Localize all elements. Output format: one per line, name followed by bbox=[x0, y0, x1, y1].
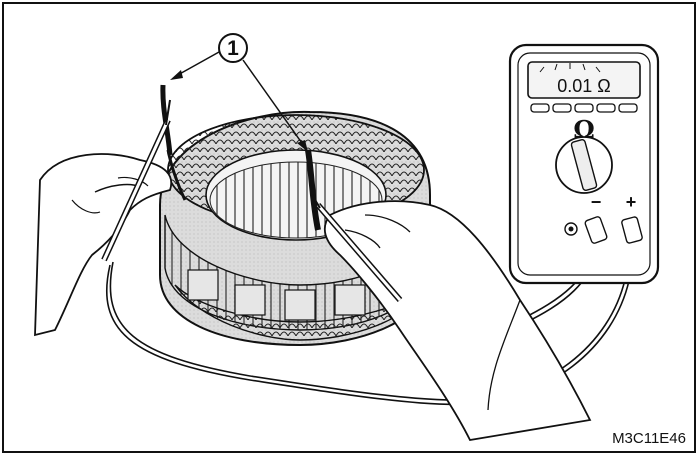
plug-negative bbox=[584, 216, 608, 244]
figure-code: M3C11E46 bbox=[612, 430, 686, 447]
meter-button-3[interactable] bbox=[574, 103, 594, 113]
terminal-negative-label: − bbox=[591, 192, 602, 212]
hand-illustration-left bbox=[34, 153, 173, 337]
hand-illustration-right bbox=[323, 200, 592, 441]
callout-1: 1 bbox=[170, 33, 308, 152]
stator-lead-center bbox=[305, 149, 321, 231]
test-probe-right bbox=[311, 194, 403, 302]
callout-number: 1 bbox=[227, 37, 239, 60]
meter-button-1[interactable] bbox=[530, 103, 550, 113]
plug-positive bbox=[621, 216, 643, 244]
callout-arrowhead-left bbox=[170, 70, 183, 80]
callout-arrowhead-right bbox=[297, 140, 308, 152]
dial-pointer bbox=[570, 139, 598, 191]
lead-red-wire bbox=[105, 227, 634, 406]
multimeter-display bbox=[527, 61, 641, 99]
multimeter-icon: 0.01 Ω Ω − + bbox=[508, 43, 660, 285]
meter-button-4[interactable] bbox=[596, 103, 616, 113]
meter-button-5[interactable] bbox=[618, 103, 638, 113]
meter-button-2[interactable] bbox=[552, 103, 572, 113]
test-probe-left bbox=[101, 99, 171, 262]
display-reading: 0.01 Ω bbox=[557, 76, 611, 96]
terminal-positive-label: + bbox=[626, 192, 637, 212]
